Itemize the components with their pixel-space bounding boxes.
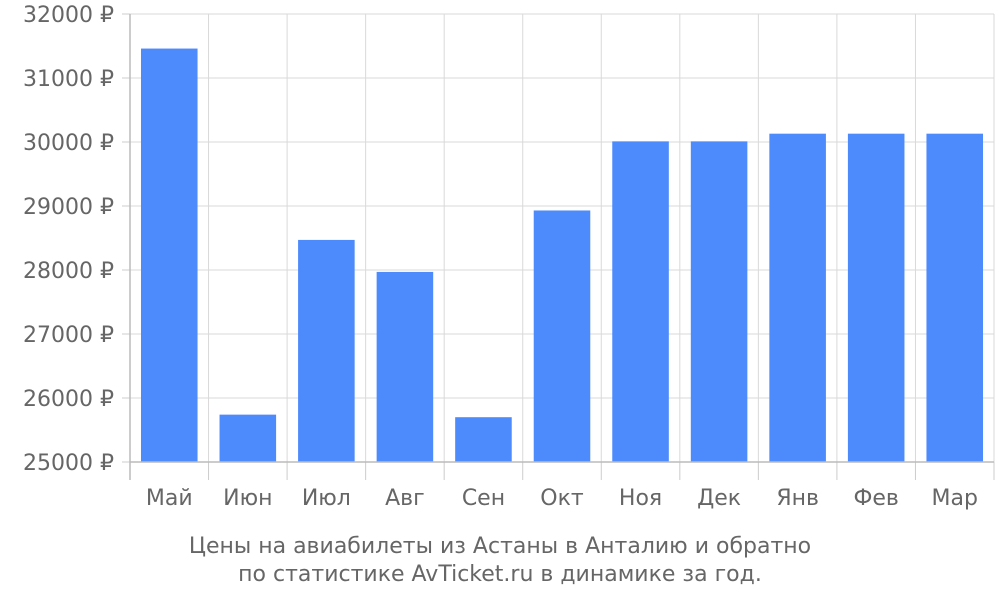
y-tick-label: 26000 ₽ [23,387,114,412]
y-tick-label: 31000 ₽ [23,67,114,92]
bar-5 [455,417,512,462]
x-tick-label: Мар [932,486,978,511]
bar-4 [376,271,434,462]
axes [122,13,995,480]
chart-caption-line-1: Цены на авиабилеты из Астаны в Анталию и… [188,534,812,559]
y-tick-label: 30000 ₽ [23,131,114,156]
bars [140,48,984,463]
y-tick-label: 25000 ₽ [23,451,114,476]
bar-11 [926,133,984,462]
y-tick-label: 29000 ₽ [23,195,114,220]
bar-3 [298,239,355,462]
grid-lines [130,13,995,463]
chart-caption-line-2: по статистике AvTicket.ru в динамике за … [238,562,762,587]
bar-8 [690,141,748,463]
bar-2 [219,414,277,462]
y-axis-labels: 25000 ₽ 26000 ₽ 27000 ₽ 28000 ₽ 29000 ₽ 30000… [23,3,114,476]
x-axis-labels: Май Июн Июл Авг Сен Окт Ноя Дек Янв Фев Мар [146,486,978,511]
y-tick-label: 32000 ₽ [23,3,114,28]
bar-9 [769,133,826,462]
y-tick-label: 27000 ₽ [23,323,114,348]
x-tick-label: Май [146,486,193,511]
x-tick-label: Фев [853,486,898,511]
bar-7 [612,141,669,463]
bar-10 [847,133,905,462]
bar-6 [533,210,591,462]
x-tick-label: Янв [776,486,819,511]
x-tick-label: Авг [385,486,425,511]
y-tick-label: 28000 ₽ [23,259,114,284]
bar-1 [140,48,198,463]
x-tick-label: Окт [540,486,584,511]
x-tick-label: Ноя [619,486,662,511]
x-tick-label: Дек [697,486,741,511]
x-tick-label: Сен [462,486,505,511]
x-tick-label: Июл [302,486,351,511]
x-tick-label: Июн [223,486,272,511]
